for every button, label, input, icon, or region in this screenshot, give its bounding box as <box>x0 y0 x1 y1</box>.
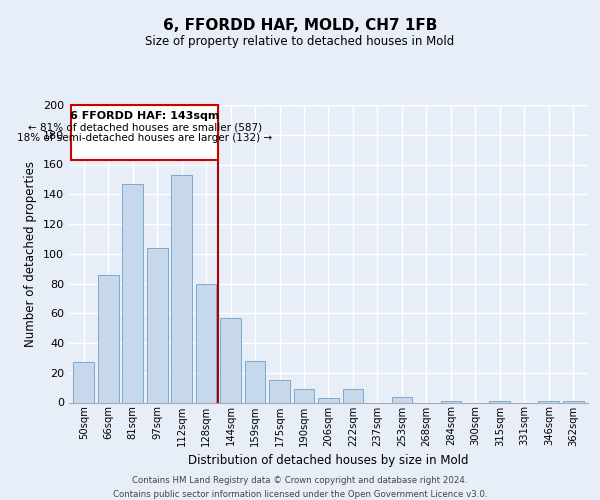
Bar <box>245 361 265 403</box>
Text: Size of property relative to detached houses in Mold: Size of property relative to detached ho… <box>145 35 455 48</box>
X-axis label: Distribution of detached houses by size in Mold: Distribution of detached houses by size … <box>188 454 469 467</box>
Bar <box>440 401 461 402</box>
Text: 18% of semi-detached houses are larger (132) →: 18% of semi-detached houses are larger (… <box>17 134 272 143</box>
Bar <box>122 184 143 402</box>
Bar <box>73 362 94 403</box>
Bar <box>147 248 167 402</box>
Bar <box>293 389 314 402</box>
Bar <box>343 389 364 402</box>
Text: 6, FFORDD HAF, MOLD, CH7 1FB: 6, FFORDD HAF, MOLD, CH7 1FB <box>163 18 437 32</box>
Bar <box>269 380 290 402</box>
FancyBboxPatch shape <box>71 105 218 160</box>
Text: Contains public sector information licensed under the Open Government Licence v3: Contains public sector information licen… <box>113 490 487 499</box>
Bar <box>196 284 217 403</box>
Bar <box>490 401 510 402</box>
Text: Contains HM Land Registry data © Crown copyright and database right 2024.: Contains HM Land Registry data © Crown c… <box>132 476 468 485</box>
Text: ← 81% of detached houses are smaller (587): ← 81% of detached houses are smaller (58… <box>28 122 262 132</box>
Bar <box>318 398 339 402</box>
Bar <box>538 401 559 402</box>
Y-axis label: Number of detached properties: Number of detached properties <box>25 161 37 347</box>
Bar <box>563 401 584 402</box>
Bar <box>392 396 412 402</box>
Bar <box>98 274 119 402</box>
Bar <box>171 175 192 402</box>
Bar <box>220 318 241 402</box>
Text: 6 FFORDD HAF: 143sqm: 6 FFORDD HAF: 143sqm <box>70 111 220 121</box>
